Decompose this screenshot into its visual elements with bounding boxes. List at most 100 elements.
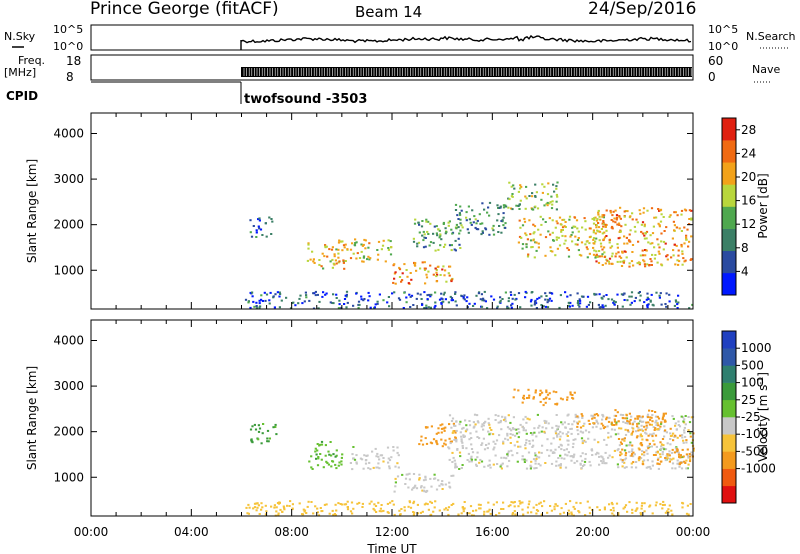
echo-cell bbox=[455, 227, 458, 230]
echo-cell bbox=[521, 508, 524, 511]
echo-cell bbox=[509, 291, 512, 294]
echo-cell bbox=[457, 226, 460, 229]
echo-cell bbox=[450, 280, 453, 283]
echo-cell bbox=[420, 225, 424, 228]
echo-cell bbox=[614, 433, 617, 436]
power-colorbar-label: Power [dB] bbox=[756, 173, 770, 238]
echo-cell bbox=[538, 456, 541, 459]
echo-cell bbox=[270, 505, 273, 508]
echo-cell bbox=[686, 504, 689, 507]
echo-cell bbox=[641, 460, 645, 463]
echo-cell bbox=[459, 229, 462, 232]
echo-cell bbox=[642, 254, 645, 257]
echo-cell bbox=[674, 299, 677, 302]
echo-cell bbox=[652, 454, 656, 456]
echo-cell bbox=[549, 233, 552, 236]
echo-cell bbox=[420, 435, 423, 438]
echo-cell bbox=[437, 427, 440, 430]
echo-cell bbox=[380, 510, 383, 513]
echo-cell bbox=[412, 500, 416, 503]
echo-cell bbox=[497, 414, 500, 417]
echo-cell bbox=[568, 305, 571, 308]
echo-cell bbox=[602, 295, 605, 298]
echo-cell bbox=[327, 463, 330, 466]
echo-cell bbox=[571, 446, 575, 449]
echo-cell bbox=[509, 504, 512, 507]
echo-cell bbox=[623, 458, 626, 461]
echo-cell bbox=[421, 489, 424, 492]
echo-cell bbox=[618, 236, 622, 239]
echo-cell bbox=[646, 459, 649, 462]
echo-cell bbox=[467, 205, 470, 208]
echo-cell bbox=[387, 239, 390, 242]
echo-cell bbox=[493, 446, 496, 449]
echo-cell bbox=[432, 232, 435, 235]
echo-cell bbox=[573, 453, 576, 456]
echo-cell bbox=[580, 254, 583, 257]
echo-cell bbox=[607, 431, 610, 434]
echo-cell bbox=[432, 438, 436, 441]
echo-cell bbox=[639, 254, 642, 257]
echo-cell bbox=[376, 249, 379, 251]
echo-cell bbox=[637, 457, 640, 460]
echo-cell bbox=[504, 291, 507, 294]
echo-cell bbox=[400, 508, 403, 510]
echo-cell bbox=[513, 444, 516, 447]
echo-cell bbox=[601, 304, 604, 307]
echo-cell bbox=[341, 240, 344, 243]
echo-cell bbox=[335, 297, 338, 299]
echo-cell bbox=[249, 291, 252, 294]
echo-cell bbox=[332, 262, 335, 265]
echo-cell bbox=[446, 508, 449, 511]
echo-cell bbox=[559, 463, 562, 466]
echo-cell bbox=[546, 438, 549, 441]
echo-cell bbox=[472, 426, 475, 429]
echo-cell bbox=[332, 513, 335, 516]
echo-cell bbox=[307, 242, 310, 245]
echo-cell bbox=[567, 423, 570, 425]
echo-cell bbox=[613, 217, 616, 220]
velocity-colorbar-label: Velocity [m s-1] bbox=[756, 372, 770, 462]
echo-cell bbox=[316, 464, 320, 467]
echo-cell bbox=[277, 512, 280, 515]
echo-cell bbox=[470, 437, 473, 439]
echo-cell bbox=[378, 458, 381, 461]
echo-cell bbox=[621, 448, 624, 451]
echo-cell bbox=[561, 423, 564, 426]
echo-cell bbox=[317, 457, 320, 460]
echo-cell bbox=[420, 486, 423, 489]
echo-cell bbox=[350, 501, 354, 504]
echo-cell bbox=[668, 504, 671, 507]
echo-cell bbox=[423, 490, 426, 493]
echo-cell bbox=[632, 451, 635, 454]
echo-cell bbox=[658, 296, 661, 299]
echo-cell bbox=[477, 503, 480, 506]
echo-cell bbox=[423, 233, 426, 236]
echo-cell bbox=[654, 411, 657, 413]
echo-cell bbox=[475, 430, 478, 433]
echo-cell bbox=[533, 300, 537, 303]
echo-cell bbox=[246, 512, 249, 515]
echo-cell bbox=[454, 437, 457, 440]
power-x-ticks bbox=[90, 113, 694, 309]
echo-cell bbox=[681, 252, 684, 255]
echo-cell bbox=[408, 500, 411, 503]
echo-cell bbox=[394, 271, 397, 274]
echo-cell bbox=[545, 427, 548, 430]
echo-cell bbox=[674, 447, 677, 450]
echo-cell bbox=[647, 421, 650, 424]
echo-cell bbox=[596, 451, 599, 454]
echo-cell bbox=[651, 303, 654, 306]
echo-cell bbox=[664, 511, 667, 514]
echo-cell bbox=[453, 438, 456, 441]
echo-cell bbox=[588, 252, 591, 255]
echo-cell bbox=[585, 246, 588, 249]
echo-cell bbox=[597, 261, 601, 264]
echo-cell bbox=[563, 218, 566, 221]
echo-cell bbox=[559, 397, 563, 400]
echo-cell bbox=[543, 204, 546, 207]
echo-cell bbox=[435, 275, 438, 278]
echo-cell bbox=[643, 223, 646, 226]
echo-cell bbox=[665, 305, 668, 308]
echo-cell bbox=[562, 511, 565, 514]
